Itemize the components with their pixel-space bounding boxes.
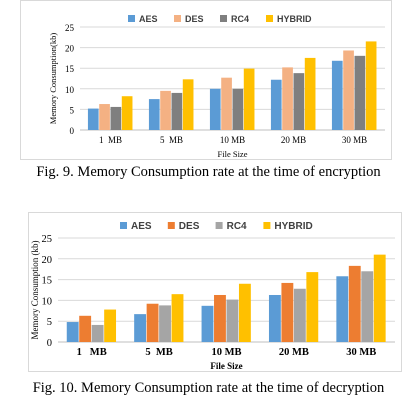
bar-aes	[268, 294, 281, 342]
bar-rc4	[361, 271, 374, 342]
legend-swatch-des	[174, 15, 181, 22]
legend-label-des: DES	[185, 14, 204, 24]
bar-aes	[270, 79, 282, 130]
figure-9: 0 5 10 15 20 25 1 MB 5 MB 10 MB 20 MB 30 MB File Si…	[0, 0, 417, 200]
y-tick-label: 0	[47, 338, 52, 349]
bar-hybrid	[104, 309, 117, 342]
bar-hybrid	[121, 96, 133, 130]
y-tick-label: 0	[70, 126, 75, 136]
y-tick-label: 20	[65, 44, 75, 54]
bar-aes	[201, 305, 214, 342]
chart-frame	[28, 212, 402, 372]
bar-des	[221, 77, 232, 130]
bar-aes	[209, 88, 221, 130]
bar-hybrid	[238, 283, 251, 342]
y-tick-label: 15	[42, 276, 53, 287]
bar-aes	[336, 276, 349, 342]
bar-des	[343, 50, 354, 130]
x-tick-label: 10 MB	[220, 135, 245, 145]
bar-aes	[134, 314, 147, 342]
legend-swatch-hybrid	[266, 15, 273, 22]
bar-aes	[87, 108, 99, 130]
bar-hybrid	[182, 79, 194, 130]
x-tick-label: 30 MB	[346, 347, 376, 358]
bar-hybrid	[243, 68, 255, 130]
bar-des	[146, 303, 159, 342]
bar-rc4	[293, 288, 306, 342]
bar-aes	[66, 322, 79, 342]
bar-aes	[331, 60, 343, 131]
y-tick-label: 5	[70, 105, 75, 115]
legend-swatch-hybrid	[263, 222, 271, 229]
bar-hybrid	[373, 254, 386, 342]
bar-des	[160, 90, 171, 130]
chart-decryption: 0 5 10 15 20 25 1 MB 5 MB 10 MB 20 MB 30 MB File Si…	[30, 221, 395, 371]
bar-des	[282, 67, 293, 130]
legend-swatch-rc4	[215, 222, 223, 229]
x-tick-label: 20 MB	[281, 135, 306, 145]
bar-rc4	[171, 92, 183, 130]
y-axis-title: Memory Consumption (kb)	[30, 241, 40, 340]
bar-hybrid	[171, 294, 184, 342]
bar-des	[348, 265, 361, 342]
bar-rc4	[232, 88, 244, 130]
x-tick-label: 10 MB	[211, 347, 241, 358]
legend-label-aes: AES	[131, 221, 152, 232]
figure-caption: Fig. 10. Memory Consumption rate at the …	[32, 380, 385, 396]
x-tick-label: 5 MB	[145, 347, 172, 358]
legend-label-des: DES	[179, 221, 200, 232]
legend-label-aes: AES	[139, 14, 158, 24]
bar-rc4	[159, 305, 171, 342]
legend-swatch-aes	[120, 222, 127, 229]
y-tick-label: 5	[47, 317, 52, 328]
chart-encryption: 0 5 10 15 20 25 1 MB 5 MB 10 MB 20 MB 30 MB File Si…	[48, 14, 385, 159]
y-tick-label: 10	[65, 85, 75, 95]
y-tick-label: 10	[42, 296, 53, 307]
legend-label-rc4: RC4	[227, 221, 247, 232]
figure-10: 0 5 10 15 20 25 1 MB 5 MB 10 MB 20 MB 30 MB File Si…	[0, 208, 417, 403]
bar-des	[281, 282, 294, 342]
bar-des	[99, 104, 110, 130]
legend-label-hybrid: HYBRID	[274, 221, 312, 232]
legend-label-rc4: RC4	[231, 14, 249, 24]
y-axis-title: Memory Consumption(kb)	[48, 33, 58, 125]
figure-caption: Fig. 9. Memory Consumption rate at the t…	[36, 164, 381, 180]
y-tick-label: 15	[65, 64, 75, 74]
bar-des	[214, 294, 226, 342]
x-tick-label: 1 MB	[99, 135, 122, 145]
x-tick-label: 30 MB	[342, 135, 367, 145]
x-tick-label: 1 MB	[77, 347, 107, 358]
bar-hybrid	[365, 41, 377, 130]
legend-label-hybrid: HYBRID	[277, 14, 312, 24]
x-axis-title: File Size	[218, 149, 248, 159]
y-tick-label: 20	[42, 255, 53, 266]
bar-rc4	[91, 324, 104, 342]
legend-swatch-rc4	[220, 15, 227, 22]
bar-rc4	[110, 106, 122, 130]
bar-rc4	[226, 299, 239, 342]
x-tick-label: 5 MB	[160, 135, 183, 145]
bar-hybrid	[304, 57, 316, 130]
legend-swatch-des	[167, 222, 175, 229]
bar-hybrid	[306, 272, 319, 342]
chart-frame	[20, 0, 392, 160]
y-tick-label: 25	[65, 23, 75, 33]
bar-aes	[148, 99, 160, 130]
bar-rc4	[354, 55, 366, 131]
bar-rc4	[293, 73, 305, 130]
legend-swatch-aes	[128, 15, 135, 22]
x-tick-label: 20 MB	[279, 347, 309, 358]
y-tick-label: 25	[42, 234, 53, 245]
bar-des	[79, 315, 92, 342]
x-axis-title: File Size	[210, 361, 242, 371]
